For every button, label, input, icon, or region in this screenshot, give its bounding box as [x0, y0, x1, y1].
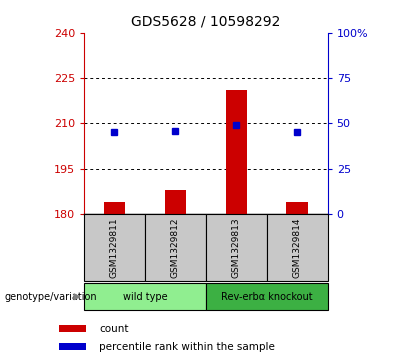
- Text: count: count: [100, 323, 129, 334]
- Bar: [84, 283, 206, 310]
- Bar: [226, 90, 247, 214]
- Bar: [59, 343, 86, 350]
- Text: wild type: wild type: [123, 292, 167, 302]
- Bar: [84, 214, 145, 281]
- Bar: [206, 283, 328, 310]
- Title: GDS5628 / 10598292: GDS5628 / 10598292: [131, 15, 281, 29]
- Bar: [206, 214, 267, 281]
- Text: GSM1329812: GSM1329812: [171, 217, 180, 278]
- Bar: [267, 214, 328, 281]
- Text: GSM1329813: GSM1329813: [232, 217, 241, 278]
- Text: genotype/variation: genotype/variation: [4, 292, 97, 302]
- Bar: [145, 214, 206, 281]
- Text: percentile rank within the sample: percentile rank within the sample: [100, 342, 276, 352]
- Bar: [286, 202, 308, 214]
- Bar: [165, 190, 186, 214]
- Text: GSM1329814: GSM1329814: [293, 217, 302, 278]
- Text: GSM1329811: GSM1329811: [110, 217, 119, 278]
- Bar: [104, 202, 125, 214]
- Bar: [59, 325, 86, 332]
- Text: Rev-erbα knockout: Rev-erbα knockout: [221, 292, 312, 302]
